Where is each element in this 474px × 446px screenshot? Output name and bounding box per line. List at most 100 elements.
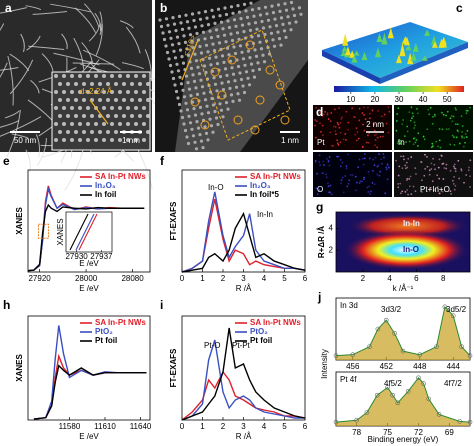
element-dot (376, 165, 379, 168)
element-dot (375, 133, 378, 136)
atom (213, 109, 217, 114)
x-tick-label: 75 (383, 428, 392, 437)
element-dot (339, 165, 342, 168)
element-dot (330, 112, 333, 114)
element-dot (379, 170, 381, 173)
atom (106, 82, 110, 86)
element-dot (438, 177, 441, 180)
atom-marker (275, 80, 285, 90)
element-dot (373, 164, 376, 167)
series-line (33, 353, 147, 420)
atom-marker (233, 115, 243, 125)
atom (274, 24, 279, 28)
fit-area (336, 306, 470, 360)
atom (169, 36, 173, 40)
element-dot (451, 134, 454, 137)
atom (241, 57, 246, 61)
panel-label: d (316, 105, 323, 119)
element-dot (322, 113, 325, 116)
atom (66, 114, 70, 118)
atom-marker (190, 97, 200, 107)
element-dot (469, 175, 471, 178)
atom (247, 22, 251, 26)
atom (231, 99, 235, 103)
legend-label: Pt foil (250, 336, 272, 345)
atom (214, 55, 218, 59)
element-dot (409, 119, 412, 122)
element-dot (421, 191, 423, 193)
nanowires (0, 3, 175, 191)
atom (197, 11, 201, 15)
element-dot (443, 167, 446, 169)
atom (250, 35, 254, 39)
element-dot (331, 144, 333, 147)
atom (242, 30, 246, 34)
element-dot (382, 135, 384, 138)
surface-peak (407, 52, 414, 65)
atom (256, 34, 261, 38)
element-dot (453, 136, 455, 139)
atom (224, 101, 229, 105)
atom (263, 32, 267, 37)
atom (190, 127, 194, 131)
element-dot (328, 164, 331, 167)
nanowire (94, 12, 102, 32)
atom-marker (227, 55, 237, 65)
element-dot (440, 155, 443, 157)
element-dot (412, 115, 415, 118)
legend-label: In₂O₃ (250, 181, 271, 190)
element-dot (416, 108, 418, 110)
atom (299, 12, 303, 16)
atom-marker (200, 120, 210, 130)
nanowire (35, 134, 40, 158)
atom (195, 92, 200, 96)
atom (244, 9, 248, 13)
scale-text: 2 nm (366, 120, 384, 129)
element-dot (406, 130, 409, 133)
map-in (394, 105, 473, 150)
annotation: In-O (208, 183, 224, 192)
atom (222, 60, 226, 64)
element-dot (432, 115, 434, 118)
atom (214, 116, 219, 120)
data-point (459, 344, 464, 350)
element-dot (404, 164, 407, 167)
element-dot (401, 190, 404, 193)
atom (78, 90, 82, 94)
element-dot (458, 142, 461, 145)
legend-label: SA In-Pt NWs (95, 172, 146, 181)
element-dot (453, 144, 456, 146)
x-axis-label: E /eV (79, 284, 99, 293)
atom (272, 44, 277, 48)
element-dot (433, 189, 435, 191)
atom (229, 5, 234, 9)
element-dot (412, 185, 415, 188)
atom (206, 111, 211, 115)
element-dot (404, 167, 407, 170)
nanowire (28, 45, 65, 51)
atom (237, 98, 242, 102)
element-dot (461, 136, 463, 139)
atom (130, 114, 134, 118)
atom (178, 48, 183, 52)
element-dot (387, 131, 390, 134)
atom (209, 36, 214, 40)
nanowire (119, 20, 134, 29)
atom (126, 122, 130, 126)
element-dot (438, 192, 441, 195)
atom (198, 133, 202, 137)
nanowire (25, 149, 31, 173)
element-dot (431, 145, 434, 148)
element-dot (365, 141, 368, 144)
element-dot (454, 170, 457, 173)
element-dot (408, 185, 411, 188)
element-dot (426, 128, 429, 131)
x-tick-label: 3 (241, 422, 246, 431)
atom-marker (245, 40, 255, 50)
x-tick-label: 2 (221, 422, 226, 431)
element-dot (465, 112, 468, 115)
element-dot (326, 112, 329, 114)
surface-peak (344, 46, 351, 56)
atom (130, 98, 134, 102)
element-dot (339, 159, 342, 161)
